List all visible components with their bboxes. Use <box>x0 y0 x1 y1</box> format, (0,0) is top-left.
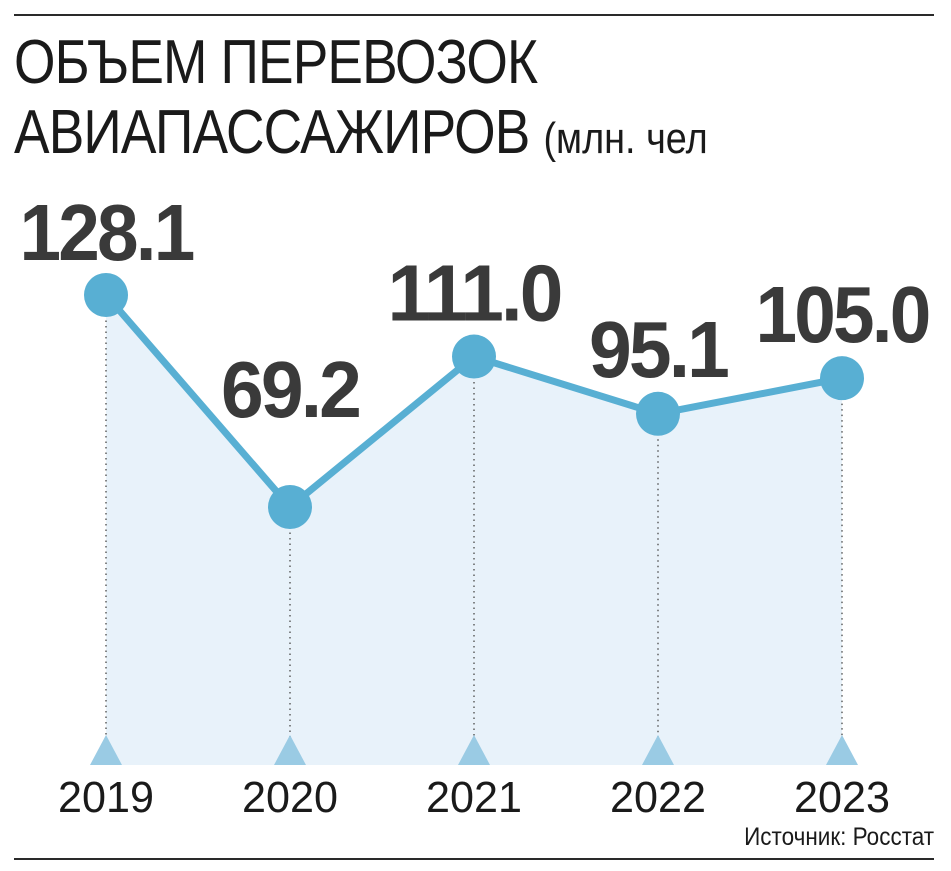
year-label-2021: 2021 <box>426 773 522 822</box>
bottom-rule <box>14 858 934 860</box>
title-line-2-text: АВИАПАССАЖИРОВ <box>14 98 530 167</box>
title-line-2: АВИАПАССАЖИРОВ (млн. чел <box>14 98 708 174</box>
year-label-2023: 2023 <box>794 773 890 822</box>
triangle-layer <box>90 735 858 765</box>
area-layer <box>106 295 842 765</box>
chart-title: ОБЪЕМ ПЕРЕВОЗОК АВИАПАССАЖИРОВ (млн. чел <box>14 28 708 174</box>
value-label-2023: 105.0 <box>756 270 929 359</box>
axis-layer: 2019 2020 2021 2022 2023 <box>58 773 890 822</box>
point-layer <box>84 273 864 529</box>
guide-layer <box>105 315 843 737</box>
title-unit: (млн. чел <box>543 114 708 163</box>
data-point-2021 <box>452 334 496 379</box>
source-note: Источник: Росстат <box>744 823 934 851</box>
value-label-2020: 69.2 <box>221 345 359 434</box>
area-fill <box>106 295 842 765</box>
value-label-2019: 128.1 <box>20 188 194 277</box>
value-label-2021: 111.0 <box>388 249 561 338</box>
data-point-2019 <box>84 273 128 317</box>
title-line-1: ОБЪЕМ ПЕРЕВОЗОК <box>14 28 538 97</box>
year-label-2022: 2022 <box>610 773 706 822</box>
data-point-2022 <box>636 391 680 436</box>
triangle-marker-2023 <box>826 735 858 765</box>
triangle-marker-2019 <box>90 735 122 765</box>
year-label-2019: 2019 <box>58 773 154 822</box>
data-point-2020 <box>268 485 312 529</box>
top-rule <box>14 14 934 16</box>
year-label-2020: 2020 <box>242 773 338 822</box>
triangle-marker-2022 <box>642 735 674 765</box>
value-label-2022: 95.1 <box>589 305 728 394</box>
triangle-marker-2021 <box>458 735 490 765</box>
label-layer: 128.1 69.2 111.0 95.1 105.0 <box>20 188 932 434</box>
triangle-marker-2020 <box>274 735 306 765</box>
data-point-2023 <box>820 356 864 401</box>
